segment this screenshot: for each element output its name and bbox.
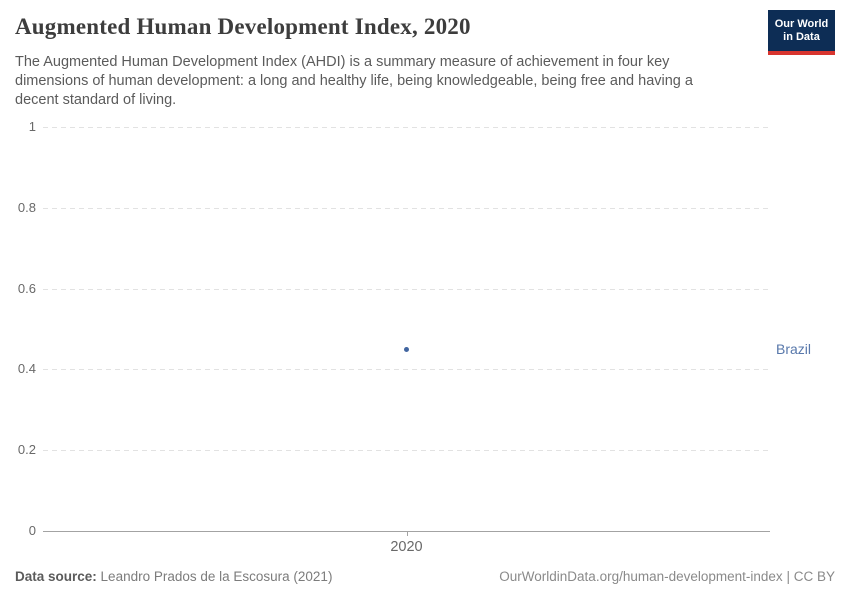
owid-logo-line1: Our World <box>774 17 829 30</box>
y-tick-label: 1 <box>28 119 36 134</box>
data-source-value: Leandro Prados de la Escosura (2021) <box>100 569 333 584</box>
y-axis-labels: 0 0.2 0.4 0.6 0.8 1 <box>0 119 36 538</box>
footer-link[interactable]: OurWorldinData.org/human-development-ind… <box>499 569 783 584</box>
x-tick-label: 2020 <box>390 539 423 555</box>
y-tick-label: 0.8 <box>17 199 36 215</box>
y-gridline <box>43 369 770 371</box>
footer-separator: | <box>786 569 790 584</box>
chart-subtitle: The Augmented Human Development Index (A… <box>15 54 693 108</box>
y-tick-label: 0.4 <box>17 361 36 377</box>
page-title: Augmented Human Development Index, 2020 <box>15 14 471 39</box>
y-tick-label: 0.6 <box>17 280 36 296</box>
entity-label[interactable]: Brazil <box>776 341 812 358</box>
chart-footer: Data source: Leandro Prados de la Escosu… <box>15 569 835 584</box>
y-gridline <box>43 127 770 128</box>
y-gridline <box>43 288 770 290</box>
x-tick-mark <box>406 531 408 536</box>
owid-logo-line2: in Data <box>783 30 820 43</box>
data-point[interactable] <box>404 346 409 352</box>
plot-area: 2020 Brazil <box>43 127 811 555</box>
y-tick-label: 0 <box>28 523 36 538</box>
y-gridline <box>43 450 770 452</box>
footer-license: CC BY <box>793 569 835 584</box>
owid-logo: Our World in Data <box>768 10 835 55</box>
footer-attribution: OurWorldinData.org/human-development-ind… <box>499 569 835 584</box>
y-tick-label: 0.2 <box>17 442 36 458</box>
y-gridline <box>43 207 770 209</box>
data-source: Data source: Leandro Prados de la Escosu… <box>15 569 332 584</box>
data-source-label: Data source: <box>15 569 97 584</box>
